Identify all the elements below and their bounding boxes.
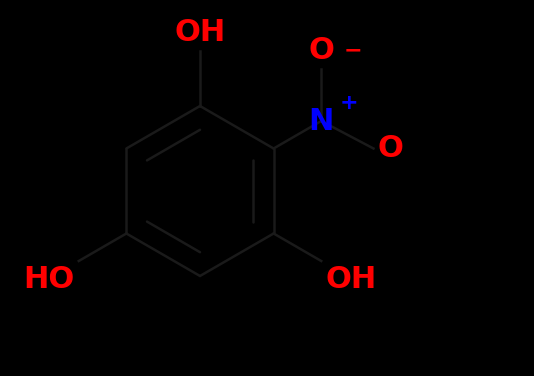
Text: −: − <box>344 41 363 61</box>
Text: OH: OH <box>175 18 226 47</box>
Text: O: O <box>378 134 403 163</box>
Text: OH: OH <box>325 265 376 294</box>
Text: HO: HO <box>23 265 75 294</box>
Text: O: O <box>308 36 334 65</box>
Text: +: + <box>340 93 358 113</box>
Text: N: N <box>309 106 334 135</box>
